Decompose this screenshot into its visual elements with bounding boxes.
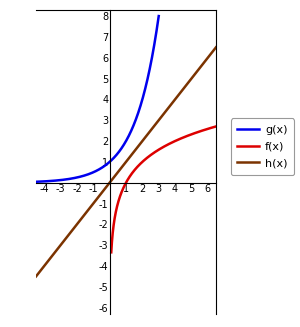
g(x) — [153, 38, 157, 42]
f(x) — [204, 128, 208, 131]
f(x) — [201, 129, 204, 132]
h(x) — [214, 45, 218, 49]
f(x) — [196, 130, 200, 134]
g(x) — [91, 171, 94, 175]
g(x) — [153, 37, 157, 41]
h(x) — [141, 138, 145, 142]
f(x) — [149, 153, 152, 157]
Line: h(x): h(x) — [36, 47, 216, 276]
f(x) — [110, 250, 113, 254]
h(x) — [182, 87, 185, 91]
Legend: g(x), f(x), h(x): g(x), f(x), h(x) — [231, 118, 294, 175]
g(x) — [94, 169, 98, 173]
f(x) — [116, 201, 120, 205]
h(x) — [34, 274, 38, 278]
h(x) — [120, 166, 123, 170]
g(x) — [40, 180, 44, 183]
h(x) — [210, 51, 214, 55]
Line: g(x): g(x) — [36, 16, 159, 182]
Line: f(x): f(x) — [111, 127, 216, 252]
g(x) — [131, 126, 134, 129]
g(x) — [157, 14, 160, 18]
f(x) — [186, 134, 190, 138]
h(x) — [121, 164, 124, 168]
h(x) — [132, 150, 135, 154]
g(x) — [34, 180, 38, 184]
f(x) — [214, 125, 218, 129]
